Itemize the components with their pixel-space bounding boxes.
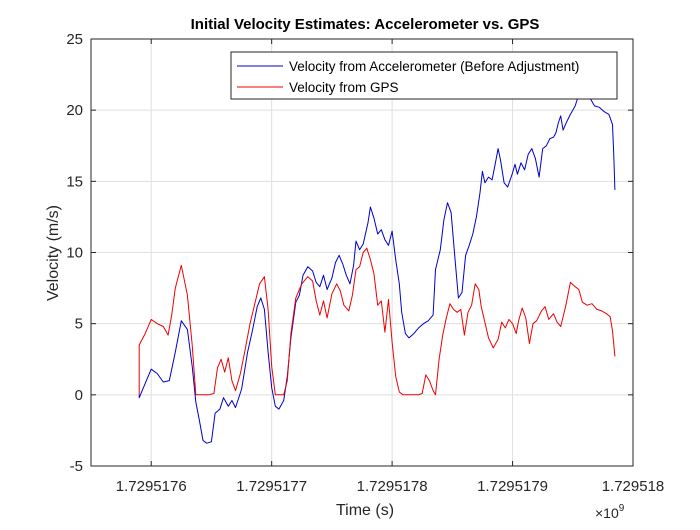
x-axis-exponent-base: ×10: [595, 505, 619, 521]
chart-title: Initial Velocity Estimates: Acceleromete…: [191, 16, 540, 33]
y-tick-label: -5: [70, 458, 83, 475]
series-line-gps: [138, 247, 616, 396]
y-tick-label: 5: [75, 316, 83, 333]
legend-label-gps: Velocity from GPS: [289, 80, 399, 95]
legend-label-accelerometer: Velocity from Accelerometer (Before Adju…: [289, 59, 579, 74]
x-tick-label: 1.729518: [602, 478, 665, 495]
x-tick-label: 1.7295177: [236, 478, 307, 495]
y-axis-label: Velocity (m/s): [45, 205, 62, 301]
y-tick-label: 10: [66, 245, 83, 262]
y-tick-label: 0: [75, 387, 83, 404]
legend: Velocity from Accelerometer (Before Adju…: [230, 51, 618, 100]
x-tick-label: 1.7295176: [116, 478, 187, 495]
x-tick-label: 1.7295178: [357, 478, 428, 495]
series-layer: [138, 92, 616, 444]
x-axis-exponent-power: 9: [619, 503, 625, 514]
y-tick-label: 25: [66, 31, 83, 48]
legend-box: [230, 51, 618, 100]
y-tick-label: 15: [66, 173, 83, 190]
x-tick-label: 1.7295179: [477, 478, 548, 495]
x-axis-exponent: ×109: [595, 503, 625, 521]
ticks: 1.7295176 1.7295177 1.7295178 1.7295179 1.72…: [66, 31, 664, 495]
series-line-accelerometer: [138, 92, 616, 444]
x-axis-label: Time (s): [336, 502, 394, 519]
y-tick-label: 20: [66, 102, 83, 119]
